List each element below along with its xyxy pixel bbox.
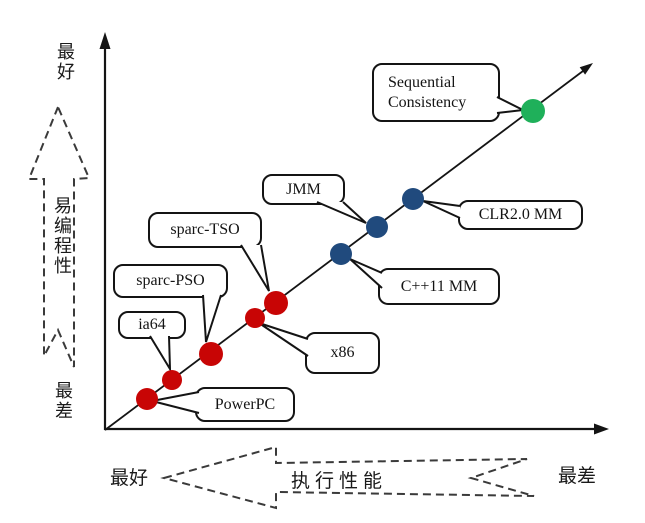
callout-label-cpp11-mm: C++11 MM [400,277,478,295]
callout-label-jmm: JMM [286,180,321,198]
callout-powerpc: PowerPC [195,387,295,422]
callout-label-clr20-mm: CLR2.0 MM [478,206,563,223]
callout-ia64: ia64 [118,311,186,339]
callout-clr20-mm: CLR2.0 MM [458,200,583,230]
callout-sparc-pso: sparc-PSO [113,264,228,298]
callout-label-x86: x86 [330,344,355,361]
callout-label-ia64: ia64 [138,316,166,333]
callout-label-sparc-pso: sparc-PSO [136,272,205,289]
callout-label-sparc-tso: sparc-TSO [170,221,240,238]
callout-label-sequential-consistency: Sequential Consistency [388,73,467,111]
callout-jmm: JMM [262,174,345,205]
y-axis-top-label: 最好 [55,42,75,82]
x-axis-left-label: 最好 [110,468,149,489]
x-axis-right-label: 最差 [558,466,597,487]
callout-label-powerpc: PowerPC [214,395,276,413]
callout-sparc-tso: sparc-TSO [148,212,262,248]
y-axis-bottom-label: 最差 [53,381,73,421]
callout-sequential-consistency: Sequential Consistency [372,63,500,122]
callout-cpp11-mm: C++11 MM [378,268,500,305]
callout-x86: x86 [305,332,380,374]
